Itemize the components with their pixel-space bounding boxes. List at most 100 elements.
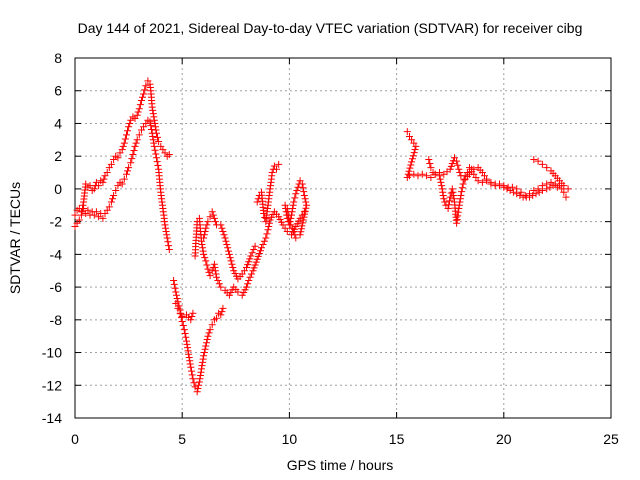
data-point xyxy=(171,284,179,292)
data-point xyxy=(427,164,435,172)
data-point xyxy=(208,208,216,216)
series-track-a xyxy=(71,116,173,253)
data-point xyxy=(299,216,307,224)
data-point xyxy=(142,82,150,90)
data-point xyxy=(454,161,462,169)
data-point xyxy=(131,142,139,150)
data-point xyxy=(173,291,180,299)
data-point xyxy=(534,157,542,165)
data-point xyxy=(303,201,311,209)
data-point xyxy=(526,193,533,201)
data-point xyxy=(140,90,148,98)
data-point xyxy=(560,188,568,196)
data-point xyxy=(406,164,414,172)
x-axis-label: GPS time / hours xyxy=(287,457,394,473)
data-point xyxy=(297,225,305,233)
data-point xyxy=(164,238,172,246)
data-point xyxy=(126,120,134,127)
data-point xyxy=(174,304,182,312)
data-point xyxy=(121,135,129,143)
series-track-e xyxy=(200,160,283,283)
data-point xyxy=(301,210,309,218)
data-point xyxy=(198,362,206,370)
data-point xyxy=(203,336,211,343)
data-point xyxy=(449,192,457,199)
data-point xyxy=(132,139,140,147)
data-point xyxy=(209,211,217,219)
data-point xyxy=(436,169,443,176)
data-point xyxy=(251,261,259,269)
tick-labels: 0 5 10 15 20 25 -14 -12 -10 -8 -6 -4 -2 0 2 4 6 8 xyxy=(42,50,619,447)
data-point xyxy=(228,260,236,268)
data-point xyxy=(218,224,226,232)
data-point xyxy=(300,213,308,221)
data-point xyxy=(262,234,270,242)
y-tick-label: 2 xyxy=(54,148,62,164)
data-point xyxy=(290,228,298,235)
data-point xyxy=(259,241,267,248)
data-point xyxy=(172,288,180,296)
series-track-i xyxy=(530,156,572,193)
data-point xyxy=(153,158,161,166)
data-point xyxy=(188,367,195,375)
data-point xyxy=(292,190,300,198)
data-point xyxy=(410,170,418,178)
data-point xyxy=(458,188,466,196)
data-point xyxy=(181,330,189,337)
data-point xyxy=(214,277,222,284)
data-point xyxy=(123,131,130,139)
data-point xyxy=(203,261,211,269)
data-point xyxy=(244,261,252,269)
data-point xyxy=(253,198,261,206)
data-point xyxy=(107,160,115,168)
data-point xyxy=(219,228,227,235)
data-point xyxy=(549,182,557,190)
data-point xyxy=(260,210,268,217)
data-point xyxy=(217,311,225,319)
data-point xyxy=(92,208,100,216)
y-tick-label: 0 xyxy=(54,181,62,197)
data-point xyxy=(513,190,521,198)
data-point xyxy=(273,165,280,173)
data-point xyxy=(99,178,107,186)
data-point xyxy=(427,174,435,181)
data-point xyxy=(118,180,126,188)
data-point xyxy=(254,252,262,260)
data-point xyxy=(211,218,219,226)
data-point xyxy=(299,184,307,192)
data-point xyxy=(141,86,149,94)
data-point xyxy=(187,363,195,371)
data-point xyxy=(136,101,144,109)
data-marks xyxy=(71,77,572,396)
data-point xyxy=(250,264,258,272)
data-point xyxy=(409,155,416,163)
data-point xyxy=(185,350,193,358)
data-point xyxy=(257,247,264,255)
data-point xyxy=(246,273,254,281)
data-point xyxy=(534,185,542,193)
data-point xyxy=(210,214,218,222)
data-point xyxy=(222,237,230,245)
data-point xyxy=(194,385,202,392)
data-point xyxy=(506,187,514,194)
data-point xyxy=(125,164,133,172)
data-point xyxy=(410,149,418,157)
data-point xyxy=(423,172,431,180)
y-tick-label: 6 xyxy=(54,83,62,99)
grid xyxy=(75,58,611,418)
data-point xyxy=(302,204,310,212)
data-point xyxy=(218,308,226,316)
data-point xyxy=(253,255,261,263)
data-point xyxy=(123,170,130,178)
data-point xyxy=(437,178,445,186)
series-track-b xyxy=(71,77,173,230)
data-point xyxy=(154,133,161,141)
data-point xyxy=(264,226,272,234)
series-track-f xyxy=(281,177,311,242)
data-point xyxy=(162,228,170,235)
data-point xyxy=(564,185,572,193)
ticks xyxy=(74,57,612,419)
data-point xyxy=(503,185,511,193)
data-point xyxy=(114,154,122,162)
data-point xyxy=(75,216,83,224)
